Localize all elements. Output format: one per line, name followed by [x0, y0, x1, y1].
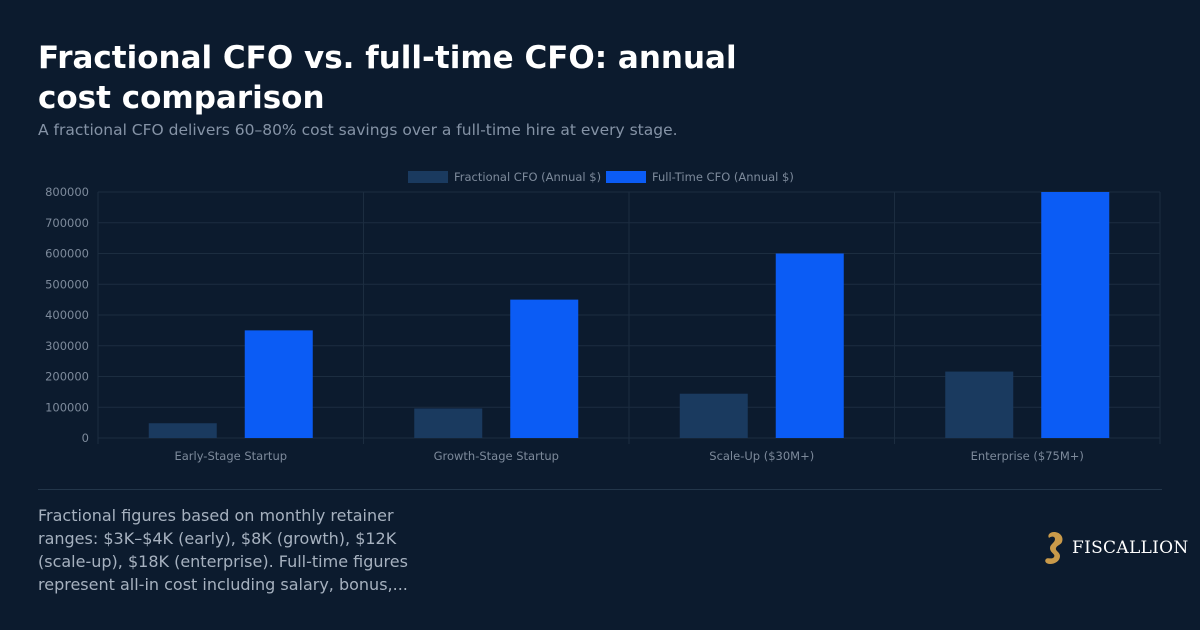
y-tick-label: 100000 — [45, 400, 89, 414]
bar-chart: 0 100000 200000 300000 400000 500000 600000 700… — [45, 170, 1161, 463]
y-tick-label: 800000 — [45, 185, 89, 199]
x-tick-label: Growth-Stage Startup — [434, 449, 559, 463]
x-tick-label: Enterprise ($75M+) — [971, 449, 1084, 463]
bar-fractional — [414, 408, 483, 438]
legend-swatch — [408, 171, 448, 183]
bar-fractional — [148, 423, 217, 438]
bar-fulltime — [510, 299, 579, 438]
y-tick-label: 700000 — [45, 216, 89, 230]
bar-fulltime — [1041, 192, 1110, 438]
y-tick-label: 400000 — [45, 308, 89, 322]
x-tick-label: Scale-Up ($30M+) — [709, 449, 814, 463]
footnote: Fractional figures based on monthly reta… — [38, 506, 408, 594]
bar-fulltime — [244, 330, 313, 438]
legend-label: Fractional CFO (Annual $) — [454, 170, 601, 184]
chart-title: Fractional CFO vs. full-time CFO: annual… — [38, 40, 737, 116]
legend-swatch — [606, 171, 646, 183]
y-tick-label: 200000 — [45, 370, 89, 384]
bar-fractional — [679, 393, 748, 438]
chart-subtitle: A fractional CFO delivers 60–80% cost sa… — [38, 121, 678, 139]
footer-divider — [38, 489, 1162, 490]
bar-fulltime — [775, 253, 844, 438]
bar-fractional — [945, 371, 1014, 438]
y-tick-label: 0 — [82, 431, 89, 445]
y-tick-label: 500000 — [45, 277, 89, 291]
legend-label: Full-Time CFO (Annual $) — [652, 170, 794, 184]
brand-name: FISCALLION — [1072, 538, 1189, 558]
y-tick-label: 300000 — [45, 339, 89, 353]
seahorse-logo-icon — [1045, 532, 1063, 564]
brand-logo: FISCALLION — [1040, 530, 1189, 566]
y-tick-label: 600000 — [45, 247, 89, 261]
x-tick-label: Early-Stage Startup — [174, 449, 287, 463]
